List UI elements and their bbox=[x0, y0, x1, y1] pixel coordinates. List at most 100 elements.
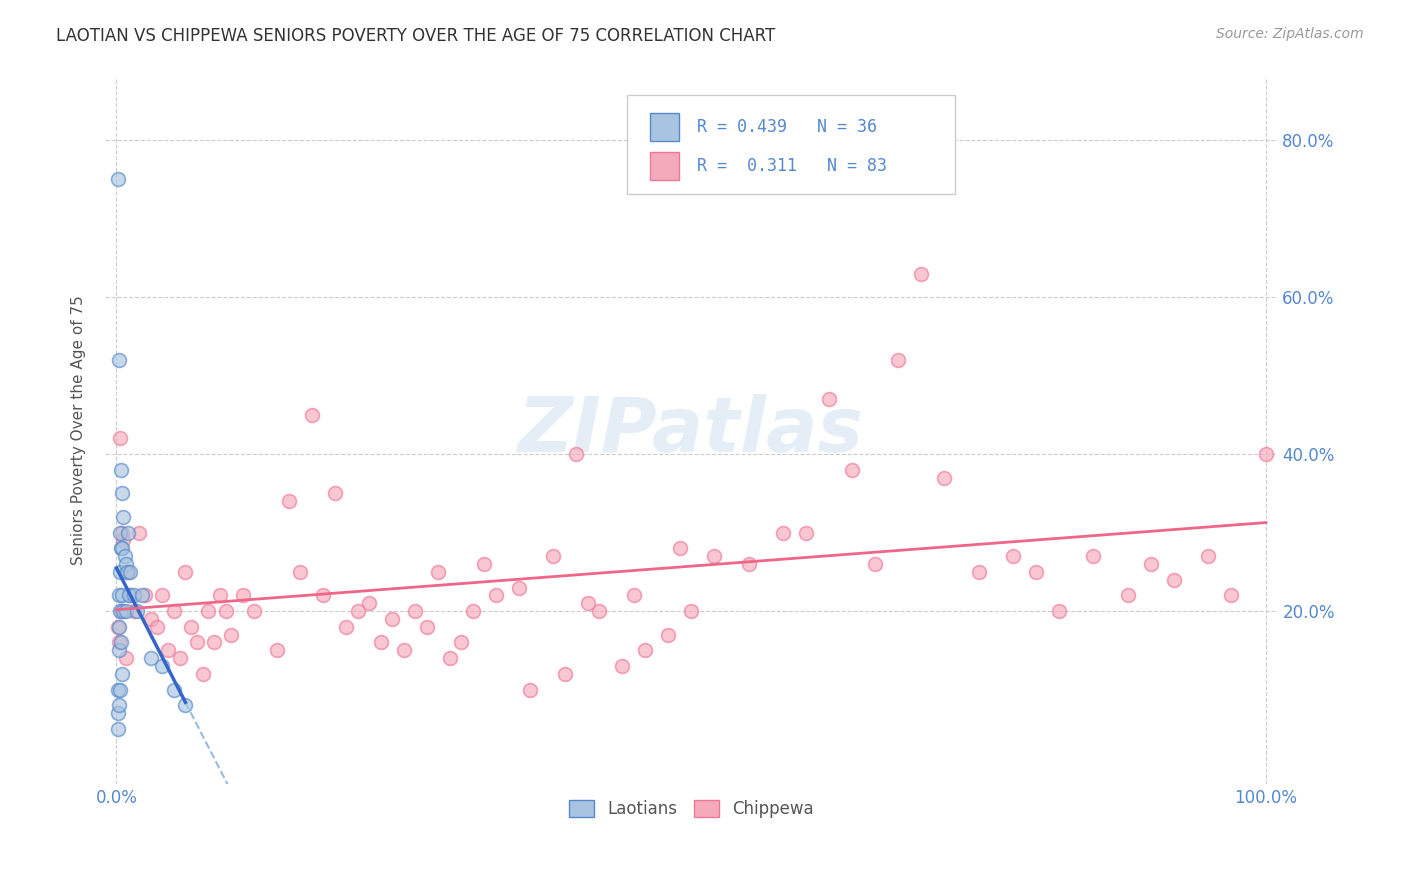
Point bbox=[657, 627, 679, 641]
Point bbox=[290, 565, 312, 579]
Point bbox=[841, 463, 863, 477]
Point bbox=[215, 604, 238, 618]
Point bbox=[416, 620, 439, 634]
Y-axis label: Seniors Poverty Over the Age of 75: Seniors Poverty Over the Age of 75 bbox=[72, 296, 86, 566]
Point bbox=[115, 565, 138, 579]
Point bbox=[668, 541, 690, 556]
Point bbox=[139, 651, 162, 665]
Point bbox=[174, 565, 197, 579]
Point bbox=[221, 627, 243, 641]
Point bbox=[439, 651, 461, 665]
Point bbox=[180, 620, 202, 634]
Point bbox=[107, 172, 129, 186]
Point bbox=[111, 588, 134, 602]
Point bbox=[107, 620, 129, 634]
Point bbox=[794, 525, 817, 540]
Point bbox=[818, 392, 841, 407]
Text: R = 0.439   N = 36: R = 0.439 N = 36 bbox=[697, 118, 877, 136]
Point bbox=[108, 682, 131, 697]
Point bbox=[703, 549, 725, 563]
Point bbox=[111, 541, 134, 556]
Point bbox=[370, 635, 392, 649]
Point bbox=[1197, 549, 1219, 563]
Point bbox=[197, 604, 219, 618]
Point bbox=[118, 588, 141, 602]
Point bbox=[565, 447, 588, 461]
Point bbox=[145, 620, 167, 634]
Point bbox=[301, 408, 323, 422]
Point bbox=[117, 525, 139, 540]
Point bbox=[576, 596, 599, 610]
Point bbox=[108, 432, 131, 446]
Point bbox=[111, 525, 134, 540]
Point bbox=[323, 486, 346, 500]
Point bbox=[681, 604, 703, 618]
Point bbox=[114, 651, 136, 665]
Point bbox=[1116, 588, 1139, 602]
Text: LAOTIAN VS CHIPPEWA SENIORS POVERTY OVER THE AGE OF 75 CORRELATION CHART: LAOTIAN VS CHIPPEWA SENIORS POVERTY OVER… bbox=[56, 27, 776, 45]
Point bbox=[1254, 447, 1277, 461]
Point bbox=[737, 557, 759, 571]
Point bbox=[107, 353, 129, 368]
Point bbox=[122, 588, 145, 602]
Point bbox=[554, 666, 576, 681]
Point bbox=[111, 486, 134, 500]
Point bbox=[392, 643, 415, 657]
Point bbox=[381, 612, 404, 626]
Point bbox=[174, 698, 197, 713]
Point bbox=[1047, 604, 1070, 618]
Point bbox=[404, 604, 426, 618]
Point bbox=[128, 525, 150, 540]
Point bbox=[461, 604, 484, 618]
Point bbox=[134, 588, 156, 602]
Point bbox=[117, 565, 139, 579]
Point bbox=[472, 557, 495, 571]
Point bbox=[266, 643, 288, 657]
Point bbox=[623, 588, 645, 602]
Point bbox=[120, 565, 142, 579]
Point bbox=[887, 353, 910, 368]
Point bbox=[110, 635, 132, 649]
Point bbox=[186, 635, 208, 649]
Text: R =  0.311   N = 83: R = 0.311 N = 83 bbox=[697, 157, 887, 175]
Point bbox=[202, 635, 225, 649]
Point bbox=[152, 588, 174, 602]
Text: Source: ZipAtlas.com: Source: ZipAtlas.com bbox=[1216, 27, 1364, 41]
Point bbox=[508, 581, 530, 595]
Point bbox=[107, 706, 129, 720]
Point bbox=[910, 267, 932, 281]
Point bbox=[427, 565, 450, 579]
Point bbox=[112, 533, 135, 548]
Point bbox=[772, 525, 794, 540]
Point bbox=[114, 557, 136, 571]
Point bbox=[169, 651, 191, 665]
Point bbox=[163, 604, 186, 618]
Point bbox=[932, 471, 955, 485]
Point bbox=[634, 643, 657, 657]
Point bbox=[335, 620, 357, 634]
Point bbox=[107, 643, 129, 657]
Point bbox=[1140, 557, 1163, 571]
Point bbox=[110, 541, 132, 556]
Point bbox=[107, 635, 129, 649]
Point bbox=[107, 722, 129, 736]
Point bbox=[108, 565, 131, 579]
Point bbox=[108, 525, 131, 540]
Point bbox=[543, 549, 565, 563]
FancyBboxPatch shape bbox=[627, 95, 955, 194]
Point bbox=[107, 620, 129, 634]
Point bbox=[243, 604, 266, 618]
Legend: Laotians, Chippewa: Laotians, Chippewa bbox=[562, 793, 820, 825]
Point bbox=[139, 612, 162, 626]
Point bbox=[612, 659, 634, 673]
Point bbox=[191, 666, 214, 681]
Point bbox=[163, 682, 186, 697]
Point bbox=[152, 659, 174, 673]
Point bbox=[450, 635, 472, 649]
Point bbox=[122, 604, 145, 618]
Point bbox=[131, 588, 153, 602]
Point bbox=[1083, 549, 1105, 563]
Point bbox=[110, 604, 132, 618]
Text: ZIPatlas: ZIPatlas bbox=[519, 393, 865, 467]
Point bbox=[112, 509, 135, 524]
